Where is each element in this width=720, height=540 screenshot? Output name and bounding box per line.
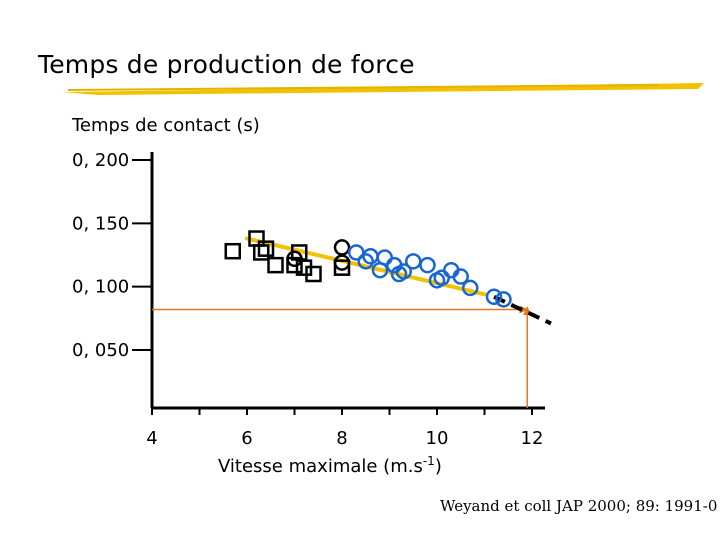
x-axis-title-end: ) [435, 456, 442, 477]
brush-texture [67, 84, 659, 91]
extrapolation-dashed-line [493, 294, 552, 326]
x-tick-label: 12 [521, 428, 544, 449]
black-circle-marker [333, 254, 351, 271]
guide-horizontal-arrowhead [519, 305, 529, 314]
x-tick-label: 4 [146, 428, 157, 449]
chart-axes [132, 152, 545, 415]
x-tick-label: 10 [426, 428, 449, 449]
x-tick-label: 8 [336, 428, 347, 449]
blue-circle-marker [419, 256, 436, 274]
blue-circle-marker [462, 279, 479, 297]
x-axis-title: Vitesse maximale (m.s-1) [218, 454, 442, 477]
square-marker [286, 256, 303, 274]
chart-guides [152, 305, 532, 408]
square-marker [253, 244, 270, 261]
slide-title: Temps de production de force [38, 50, 415, 79]
square-marker [305, 265, 322, 283]
chart-labels: 0, 200 0, 150 0, 100 0, 050 4 6 8 10 12 [72, 150, 543, 449]
square-marker [333, 259, 351, 276]
x-axis-title-main: Vitesse maximale (m.s [218, 456, 423, 477]
black-circle-marker [286, 250, 303, 268]
title-underline-brush [62, 83, 704, 95]
x-axis-title-sup: -1 [423, 454, 435, 468]
x-tick-label: 6 [241, 428, 252, 449]
blue-circle-marker [405, 253, 422, 270]
blue-circle-marker [395, 263, 412, 280]
blue-circle-marker [452, 268, 469, 285]
chart-marks [224, 230, 512, 308]
square-marker [224, 242, 241, 260]
blue-circle-marker [376, 249, 393, 266]
black-circle-marker [333, 239, 351, 256]
blue-circle-marker [485, 288, 503, 306]
y-tick-label: 0, 050 [72, 340, 129, 361]
y-tick-label: 0, 100 [72, 277, 129, 298]
blue-circle-marker [357, 253, 374, 270]
square-marker [248, 230, 265, 247]
y-tick-label: 0, 150 [72, 213, 129, 234]
y-tick-label: 0, 200 [72, 150, 129, 171]
square-marker [257, 240, 275, 257]
source-citation: Weyand et coll JAP 2000; 89: 1991-0 [440, 497, 718, 515]
square-marker [267, 256, 284, 274]
blue-circle-marker [495, 291, 512, 308]
y-axis-title: Temps de contact (s) [72, 115, 260, 136]
